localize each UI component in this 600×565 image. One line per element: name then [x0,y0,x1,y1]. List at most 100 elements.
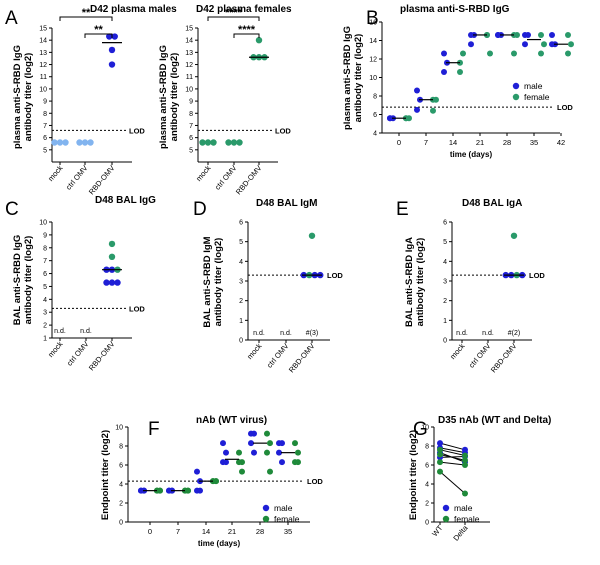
data-point [108,279,116,286]
chart-title: D48 BAL IgM [256,198,318,209]
y-axis-label-line: antibody titer (log2) [169,53,180,142]
legend-label-female: female [524,92,550,102]
data-point [549,41,555,48]
nd-label: #(3) [306,330,318,337]
pair-line [439,461,466,466]
data-point [197,487,203,494]
significance-label: ** [82,7,91,19]
chart-title: D42 plasma females [196,4,292,15]
y-tick-label: 6 [43,271,47,278]
data-point [76,139,83,146]
x-tick-label: 0 [148,527,152,536]
x-tick-label: 28 [256,527,264,536]
data-point [236,459,242,466]
y-tick-label: 14 [185,38,193,45]
legend-label-male: male [274,503,293,513]
y-tick-label: 2 [425,501,429,508]
nd-label: n.d. [54,328,66,335]
x-tick-label: 14 [449,138,457,147]
y-tick-label: 5 [43,147,47,154]
panel-label: D [193,199,207,220]
y-tick-label: 8 [189,111,193,118]
data-point [108,253,116,260]
x-tick-label: mock [46,163,65,183]
x-tick-label: RBD-OMV [234,164,264,197]
x-tick-label: RBD-OMV [287,342,317,375]
y-tick-label: 2 [239,298,243,305]
x-tick-label: RBD-OMV [87,340,117,373]
data-point [185,487,191,494]
data-point [108,61,116,68]
legend-marker-female [442,515,450,523]
panel-e: E D48 BAL IgA BAL anti-S-RBD IgAantibody t… [396,198,545,374]
panel-label: B [366,8,379,29]
x-tick-label: 21 [228,527,236,536]
data-point [437,468,443,475]
y-tick-label: 10 [39,220,47,227]
y-tick-label: 5 [43,284,47,291]
legend-marker-male [262,504,270,512]
x-tick-label: ctrl OMV [64,164,90,192]
x-tick-label: 7 [424,138,428,147]
x-tick-label: 35 [530,138,538,147]
lod-label: LOD [307,477,323,486]
legend-label-male: male [524,81,543,91]
data-point [267,468,273,475]
data-point [565,50,571,57]
x-tick-label: 42 [557,138,565,147]
legend-label-female: female [454,514,480,524]
data-point [213,478,219,485]
data-point [106,33,113,40]
x-tick-label: mock [448,341,467,361]
data-point [462,490,468,497]
y-tick-label: 7 [43,258,47,265]
data-point [565,31,571,38]
legend-marker-male [512,82,520,90]
data-point [279,459,285,466]
panel-c: C D48 BAL IgG BAL anti-S-RBD IgGantibody t… [5,195,156,372]
data-point [236,139,243,146]
data-point [103,279,110,286]
y-tick-label: 5 [189,147,193,154]
data-point [430,107,436,114]
data-point [514,31,520,38]
data-point [441,68,447,75]
panel-label: C [5,199,19,220]
y-tick-label: 13 [185,50,193,57]
y-tick-label: 7 [43,123,47,130]
data-point [292,440,298,447]
x-tick-label: Delta [451,523,470,543]
data-point [111,33,118,40]
y-tick-label: 8 [43,111,47,118]
y-tick-label: 3 [239,279,243,286]
y-tick-label: 15 [185,26,193,33]
data-point [225,139,232,146]
y-tick-label: 2 [43,323,47,330]
x-tick-label: ctrl OMV [213,164,239,192]
nd-label: #(2) [508,330,520,337]
chart-title: plasma anti-S-RBD IgG [400,4,510,15]
x-tick-label: RBD-OMV [87,164,117,197]
data-point [295,449,301,456]
data-point [264,430,270,437]
panel-label: G [413,419,428,440]
significance-bracket [59,16,113,21]
data-point [230,139,238,146]
x-tick-label: 0 [397,138,401,147]
lod-label: LOD [129,126,145,135]
data-point [199,139,206,146]
data-point [414,87,420,94]
y-tick-label: 0 [443,338,447,345]
y-tick-label: 12 [369,57,377,64]
y-tick-label: 6 [189,135,193,142]
chart-title: D48 BAL IgA [462,198,522,209]
y-axis-label-line: antibody titer (log2) [415,238,426,327]
y-axis-label-line: BAL anti-S-RBD IgA [404,237,415,327]
significance-label: ** [94,24,103,36]
data-point [462,457,468,464]
panel-d: D D48 BAL IgM BAL anti-S-RBD IgMantibody t… [193,198,343,374]
x-tick-label: mock [245,341,264,361]
y-tick-label: 4 [425,482,429,489]
